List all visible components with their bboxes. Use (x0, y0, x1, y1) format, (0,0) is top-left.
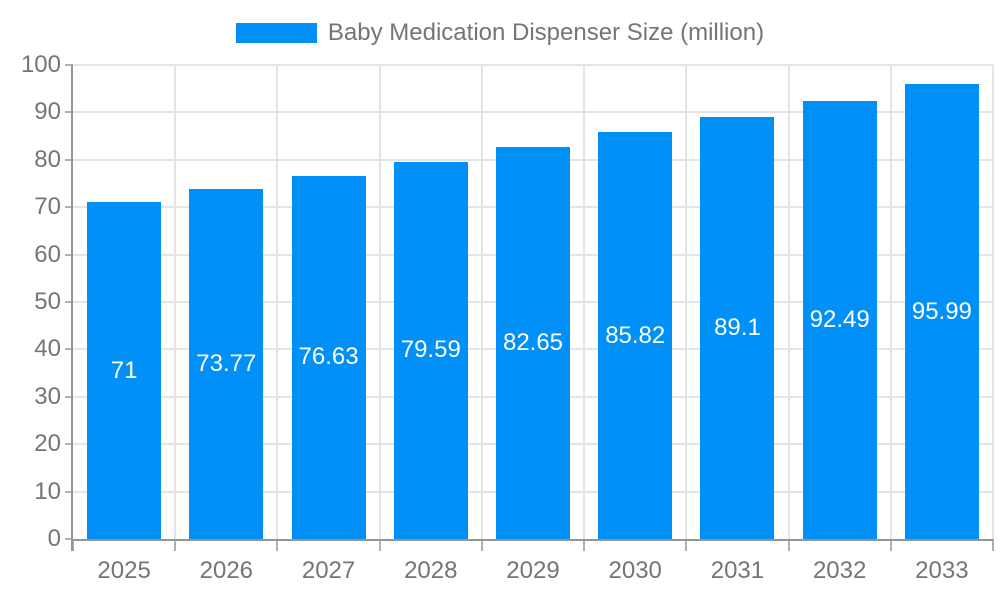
x-axis-tick (787, 539, 790, 551)
x-axis-tick-label: 2030 (608, 557, 662, 584)
gridline-h (73, 111, 993, 114)
y-axis-tick (65, 111, 73, 114)
x-axis-tick (174, 539, 177, 551)
y-axis-tick (65, 490, 73, 493)
y-axis-tick-label: 80 (34, 145, 61, 173)
x-axis-tick (378, 539, 381, 551)
x-axis-tick (889, 539, 892, 551)
y-axis-tick-label: 0 (47, 525, 61, 552)
gridline-v (583, 65, 586, 539)
x-axis-tick-label: 2033 (915, 557, 969, 584)
bar-value-label: 79.59 (400, 336, 461, 364)
bar-2032[interactable] (802, 100, 877, 539)
bar-2028[interactable] (393, 161, 468, 539)
x-axis-tick-label: 2032 (812, 557, 867, 584)
bar-2027[interactable] (291, 175, 366, 539)
x-axis-tick (583, 539, 586, 551)
x-axis-tick-label: 2025 (97, 557, 151, 584)
y-axis-tick-label: 30 (34, 382, 61, 410)
bar-value-label: 95.99 (911, 297, 972, 325)
gridline-v (889, 65, 892, 539)
bar-2031[interactable] (700, 116, 775, 539)
bar-value-label: 92.49 (809, 305, 870, 333)
x-axis-tick (72, 539, 74, 551)
legend-item[interactable]: Baby Medication Dispenser Size (million) (0, 19, 1000, 47)
y-axis-tick (65, 538, 73, 540)
gridline-v (378, 65, 381, 539)
y-axis-tick (65, 64, 73, 66)
y-axis-tick-label: 10 (34, 477, 61, 505)
gridline-v (685, 65, 688, 539)
x-axis-line (71, 539, 993, 541)
x-axis-tick-label: 2031 (710, 557, 765, 584)
legend-label: Baby Medication Dispenser Size (million) (327, 19, 765, 46)
y-axis-tick (65, 443, 73, 446)
gridline-v (174, 65, 177, 539)
x-axis-tick-label: 2027 (301, 557, 356, 584)
x-axis-tick (480, 539, 483, 551)
bar-value-label: 85.82 (605, 321, 666, 349)
y-axis-tick-label: 60 (34, 240, 61, 268)
x-axis-tick-label: 2029 (506, 557, 560, 584)
bar-2030[interactable] (598, 132, 673, 539)
x-axis-tick (685, 539, 688, 551)
gridline-v (276, 65, 279, 539)
gridline-v (480, 65, 483, 539)
y-axis-tick (65, 395, 73, 398)
bar-value-label: 73.77 (196, 350, 257, 378)
legend-swatch (235, 23, 317, 43)
y-axis-tick-label: 100 (20, 51, 61, 78)
y-axis-tick (65, 253, 73, 256)
plot-area: 0 10 20 30 40 50 60 70 80 90 100 2025 2026 2027 2028 20… (21, 51, 994, 584)
y-axis-tick (65, 158, 73, 161)
gridline-h (73, 64, 993, 66)
gridline-v (787, 65, 790, 539)
y-axis-tick (65, 301, 73, 303)
bar-value-label: 76.63 (298, 343, 359, 371)
x-axis-tick (276, 539, 279, 551)
x-axis-tick (992, 539, 994, 551)
bar-2026[interactable] (189, 189, 264, 539)
y-axis-line (71, 65, 73, 551)
bar-2033[interactable] (904, 84, 979, 539)
bar-value-label: 82.65 (502, 329, 564, 357)
y-axis-tick-label: 40 (34, 335, 61, 363)
bar-2025[interactable] (87, 202, 162, 539)
y-axis-tick (65, 348, 73, 351)
x-axis-tick-label: 2028 (404, 557, 458, 584)
y-axis-tick-label: 50 (34, 288, 61, 315)
y-axis-tick-label: 20 (34, 430, 61, 458)
bar-value-label: 89.1 (714, 313, 761, 341)
x-axis-tick-label: 2026 (199, 557, 254, 584)
gridline-v (992, 65, 994, 539)
bar-2029[interactable] (496, 147, 570, 539)
y-axis-tick (65, 206, 73, 209)
y-axis-tick-label: 90 (34, 98, 61, 126)
y-axis-tick-label: 70 (34, 193, 61, 221)
bar-value-label: 71 (110, 356, 138, 384)
